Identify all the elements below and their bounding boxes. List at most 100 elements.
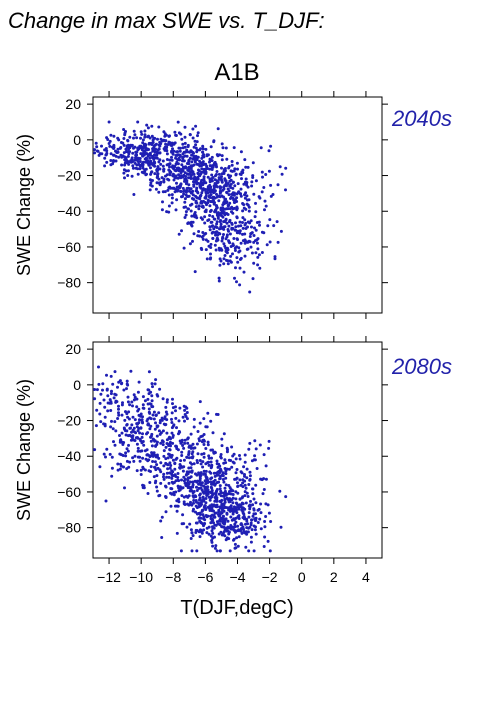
scatter-point — [204, 210, 208, 214]
scatter-point — [204, 462, 208, 466]
scatter-point — [204, 447, 208, 450]
scatter-point — [146, 402, 150, 406]
scatter-point — [201, 204, 205, 208]
scatter-point — [109, 401, 113, 405]
scatter-point — [214, 248, 218, 252]
scatter-point — [182, 246, 186, 250]
scatter-point — [150, 134, 154, 138]
scatter-point — [198, 197, 202, 201]
scatter-point — [166, 467, 170, 471]
scatter-point — [131, 166, 135, 170]
scatter-point — [191, 480, 195, 484]
scatter-point — [196, 131, 200, 135]
scatter-point — [141, 415, 144, 419]
scatter-point — [202, 433, 206, 436]
scatter-point — [151, 385, 154, 389]
scatter-point — [154, 187, 158, 191]
scatter-point — [110, 466, 114, 470]
scatter-point — [182, 500, 186, 504]
scatter-point — [187, 183, 191, 187]
scatter-point — [107, 142, 111, 145]
scatter-point — [206, 485, 210, 489]
scatter-point — [230, 445, 234, 449]
scatter-point — [206, 490, 209, 494]
scatter-point — [168, 461, 172, 465]
scatter-point — [157, 494, 161, 498]
scatter-point — [251, 503, 255, 507]
scatter-point — [221, 514, 225, 518]
scatter-point — [199, 186, 203, 190]
scatter-point — [182, 166, 186, 170]
scatter-point — [220, 172, 224, 176]
scatter-point — [186, 195, 190, 198]
scatter-point — [194, 495, 198, 499]
scatter-point — [163, 148, 167, 152]
scatter-point — [145, 448, 149, 452]
scatter-point — [198, 492, 202, 496]
scatter-point — [284, 166, 288, 170]
scatter-point — [189, 203, 192, 207]
scatter-point — [149, 141, 153, 145]
scatter-point — [246, 165, 250, 169]
scatter-point — [245, 467, 249, 471]
scatter-point — [110, 389, 113, 393]
scatter-point — [165, 400, 169, 404]
scatter-point — [248, 525, 252, 529]
scatter-point — [156, 165, 160, 169]
scatter-point — [261, 492, 265, 496]
scatter-point — [178, 149, 182, 153]
scatter-point — [155, 434, 159, 438]
scatter-point — [234, 173, 238, 177]
scatter-point — [185, 525, 189, 529]
scatter-point — [192, 232, 196, 236]
scatter-point — [196, 163, 200, 166]
scatter-point — [199, 516, 203, 520]
scatter-point — [220, 142, 224, 146]
scatter-point — [220, 511, 223, 514]
scatter-point — [201, 187, 205, 191]
scatter-point — [254, 501, 258, 505]
scatter-point — [231, 501, 235, 505]
scatter-point — [223, 500, 227, 504]
scatter-point — [220, 437, 224, 441]
scatter-point — [125, 160, 129, 164]
scatter-point — [211, 224, 215, 228]
scatter-point — [198, 511, 202, 515]
scatter-point — [117, 155, 121, 159]
scatter-point — [175, 426, 178, 430]
scatter-point — [195, 512, 199, 516]
scatter-point — [133, 454, 137, 458]
scatter-point — [210, 476, 214, 480]
scatter-point — [179, 549, 183, 553]
y-tick-label: 0 — [73, 132, 81, 148]
scatter-point — [159, 461, 163, 465]
scatter-point — [250, 518, 253, 522]
scatter-point — [132, 393, 136, 397]
scatter-point — [159, 441, 163, 445]
scatter-point — [249, 232, 253, 236]
scatter-point — [103, 405, 107, 409]
scatter-point — [174, 479, 178, 483]
scatter-point — [239, 529, 243, 533]
scatter-points — [93, 365, 288, 553]
scatter-point — [218, 471, 222, 475]
scatter-point — [222, 257, 226, 261]
scatter-point — [117, 413, 121, 417]
scatter-point — [145, 419, 149, 423]
scatter-point — [239, 224, 243, 228]
scatter-point — [215, 412, 218, 416]
scatter-point — [247, 483, 251, 486]
scatter-point — [164, 495, 167, 498]
scatter-point — [151, 437, 155, 441]
scatter-point — [284, 188, 287, 192]
scatter-point — [195, 459, 199, 462]
scatter-point — [209, 209, 213, 213]
scatter-point — [151, 405, 155, 409]
scatter-point — [142, 150, 146, 154]
scatter-point — [130, 423, 134, 427]
scatter-point — [109, 133, 113, 137]
scatter-point — [238, 497, 242, 501]
scatter-point — [236, 484, 240, 488]
scatter-point — [207, 244, 211, 248]
scatter-point — [113, 420, 117, 424]
